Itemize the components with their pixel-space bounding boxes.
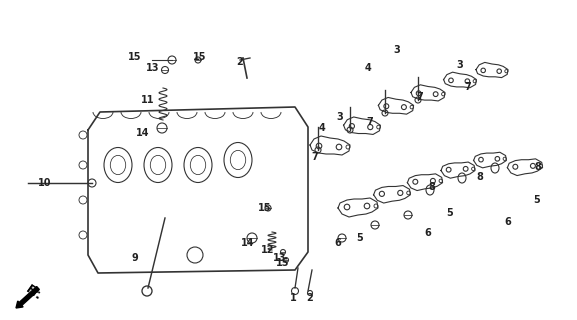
Text: 11: 11 — [141, 95, 155, 105]
Text: 5: 5 — [357, 233, 364, 243]
Text: 3: 3 — [336, 112, 343, 122]
Text: 15: 15 — [258, 203, 272, 213]
Text: 5: 5 — [447, 208, 454, 218]
Text: 8: 8 — [477, 172, 484, 182]
Text: 2: 2 — [306, 293, 313, 303]
Text: 7: 7 — [417, 92, 424, 102]
Text: 15: 15 — [128, 52, 142, 62]
Text: 4: 4 — [365, 63, 372, 73]
Text: 10: 10 — [38, 178, 52, 188]
Text: 6: 6 — [505, 217, 511, 227]
Text: 3: 3 — [394, 45, 400, 55]
Text: 1: 1 — [290, 293, 297, 303]
Text: 15: 15 — [193, 52, 207, 62]
Text: 13: 13 — [146, 63, 160, 73]
Text: 15: 15 — [276, 258, 290, 268]
Text: 12: 12 — [261, 245, 275, 255]
Text: 9: 9 — [132, 253, 138, 263]
Text: 3: 3 — [456, 60, 463, 70]
Text: 8: 8 — [429, 182, 436, 192]
Text: 7: 7 — [464, 82, 471, 92]
FancyArrow shape — [16, 286, 39, 308]
Text: 5: 5 — [534, 195, 541, 205]
Text: 6: 6 — [425, 228, 432, 238]
Text: 7: 7 — [312, 152, 319, 162]
Text: 4: 4 — [319, 123, 325, 133]
Text: 2: 2 — [237, 57, 243, 67]
Text: 14: 14 — [241, 238, 255, 248]
Text: 8: 8 — [534, 162, 541, 172]
Text: 13: 13 — [273, 253, 287, 263]
Text: 6: 6 — [335, 238, 342, 248]
Text: Fr.: Fr. — [23, 283, 44, 303]
Text: 7: 7 — [366, 117, 373, 127]
Text: 14: 14 — [136, 128, 150, 138]
